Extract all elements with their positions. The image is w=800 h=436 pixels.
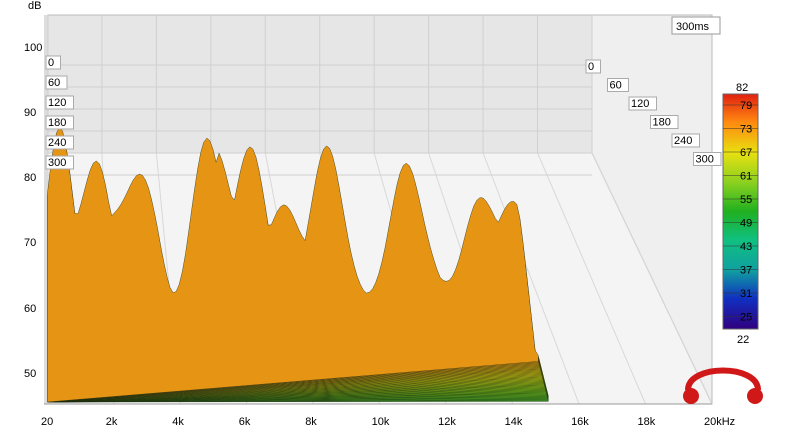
y-axis-unit-label: dB [28, 0, 41, 12]
x-tick-label-7: 14k [505, 416, 523, 428]
logo-left-cup [683, 388, 699, 404]
x-tick-label-9: 18k [638, 416, 656, 428]
svg-text:60: 60 [610, 80, 622, 92]
time-tick-right-1: 60 [607, 78, 629, 92]
y-tick-label-4: 90 [24, 107, 36, 119]
colorbar-tick-3: 61 [740, 171, 752, 183]
time-window-text: 300ms [676, 21, 710, 33]
time-tick-right-2: 120 [628, 96, 657, 111]
y-tick-label-0: 50 [24, 368, 36, 380]
svg-text:120: 120 [631, 98, 649, 110]
colorbar-tick-7: 37 [740, 265, 752, 277]
x-tick-label-3: 6k [239, 416, 251, 428]
y-tick-label-2: 70 [24, 237, 36, 249]
colorbar-ticks: 79 73 67 61 55 49 43 37 31 25 [723, 100, 758, 324]
svg-text:120: 120 [48, 97, 66, 109]
svg-text:60: 60 [48, 77, 60, 89]
logo-headphone-arc [685, 367, 761, 391]
svg-text:300: 300 [48, 157, 66, 169]
waterfall-slice-0 [47, 126, 539, 403]
time-tick-right-0: 0 [585, 59, 601, 74]
x-tick-label-10: 20kHz [704, 416, 735, 428]
colorbar: 82 79 73 67 61 55 49 43 37 31 25 22 [722, 82, 759, 346]
colorbar-tick-6: 43 [740, 241, 752, 253]
axes: 50 60 70 80 90 100 20 2k 4k 6k 8k 10k 12k 14k 16k 18k 20… [24, 42, 735, 428]
logo [683, 367, 763, 404]
x-tick-label-1: 2k [106, 416, 118, 428]
colorbar-tick-2: 67 [740, 147, 752, 159]
colorbar-tick-5: 49 [740, 218, 752, 230]
colorbar-tick-8: 31 [740, 288, 752, 300]
time-tick-right-5: 300 [693, 152, 722, 166]
colorbar-tick-0: 79 [740, 100, 752, 112]
time-tick-left-2: 120 [45, 95, 74, 110]
colorbar-gradient [722, 93, 759, 330]
x-tick-label-8: 16k [571, 416, 589, 428]
svg-text:180: 180 [653, 117, 671, 129]
grid-floor-9 [537, 152, 646, 405]
time-window-label: 300ms [671, 16, 721, 35]
time-tick-left-1: 60 [45, 75, 68, 90]
svg-text:300: 300 [696, 154, 714, 166]
colorbar-tick-4: 55 [740, 194, 752, 206]
time-tick-right-3: 180 [650, 115, 679, 129]
colorbar-max-label: 82 [736, 82, 748, 94]
x-tick-label-4: 8k [305, 416, 317, 428]
x-tick-label-2: 4k [172, 416, 184, 428]
waterfall-surface [47, 126, 549, 403]
time-tick-right-4: 240 [671, 133, 700, 148]
colorbar-tick-9: 25 [740, 312, 752, 324]
svg-text:240: 240 [48, 137, 66, 149]
y-tick-label-5: 100 [24, 42, 42, 54]
colorbar-min-label: 22 [737, 334, 749, 346]
svg-text:180: 180 [48, 117, 66, 129]
y-tick-label-1: 60 [24, 303, 36, 315]
svg-text:0: 0 [588, 61, 594, 73]
svg-text:0: 0 [48, 57, 54, 69]
grid-floor-10 [591, 152, 713, 405]
time-tick-left-3: 180 [45, 115, 74, 130]
left-wall [44, 15, 48, 404]
x-tick-label-5: 10k [372, 416, 390, 428]
time-tick-left-5: 300 [45, 155, 74, 170]
x-tick-label-0: 20 [41, 416, 53, 428]
time-tick-left-4: 240 [45, 135, 74, 150]
colorbar-tick-1: 73 [740, 124, 752, 136]
svg-text:240: 240 [674, 135, 692, 147]
y-tick-label-3: 80 [24, 172, 36, 184]
x-tick-label-6: 12k [438, 416, 456, 428]
time-tick-left-0: 0 [45, 55, 61, 70]
grid-floor-8 [482, 152, 580, 405]
logo-right-cup [747, 388, 763, 404]
